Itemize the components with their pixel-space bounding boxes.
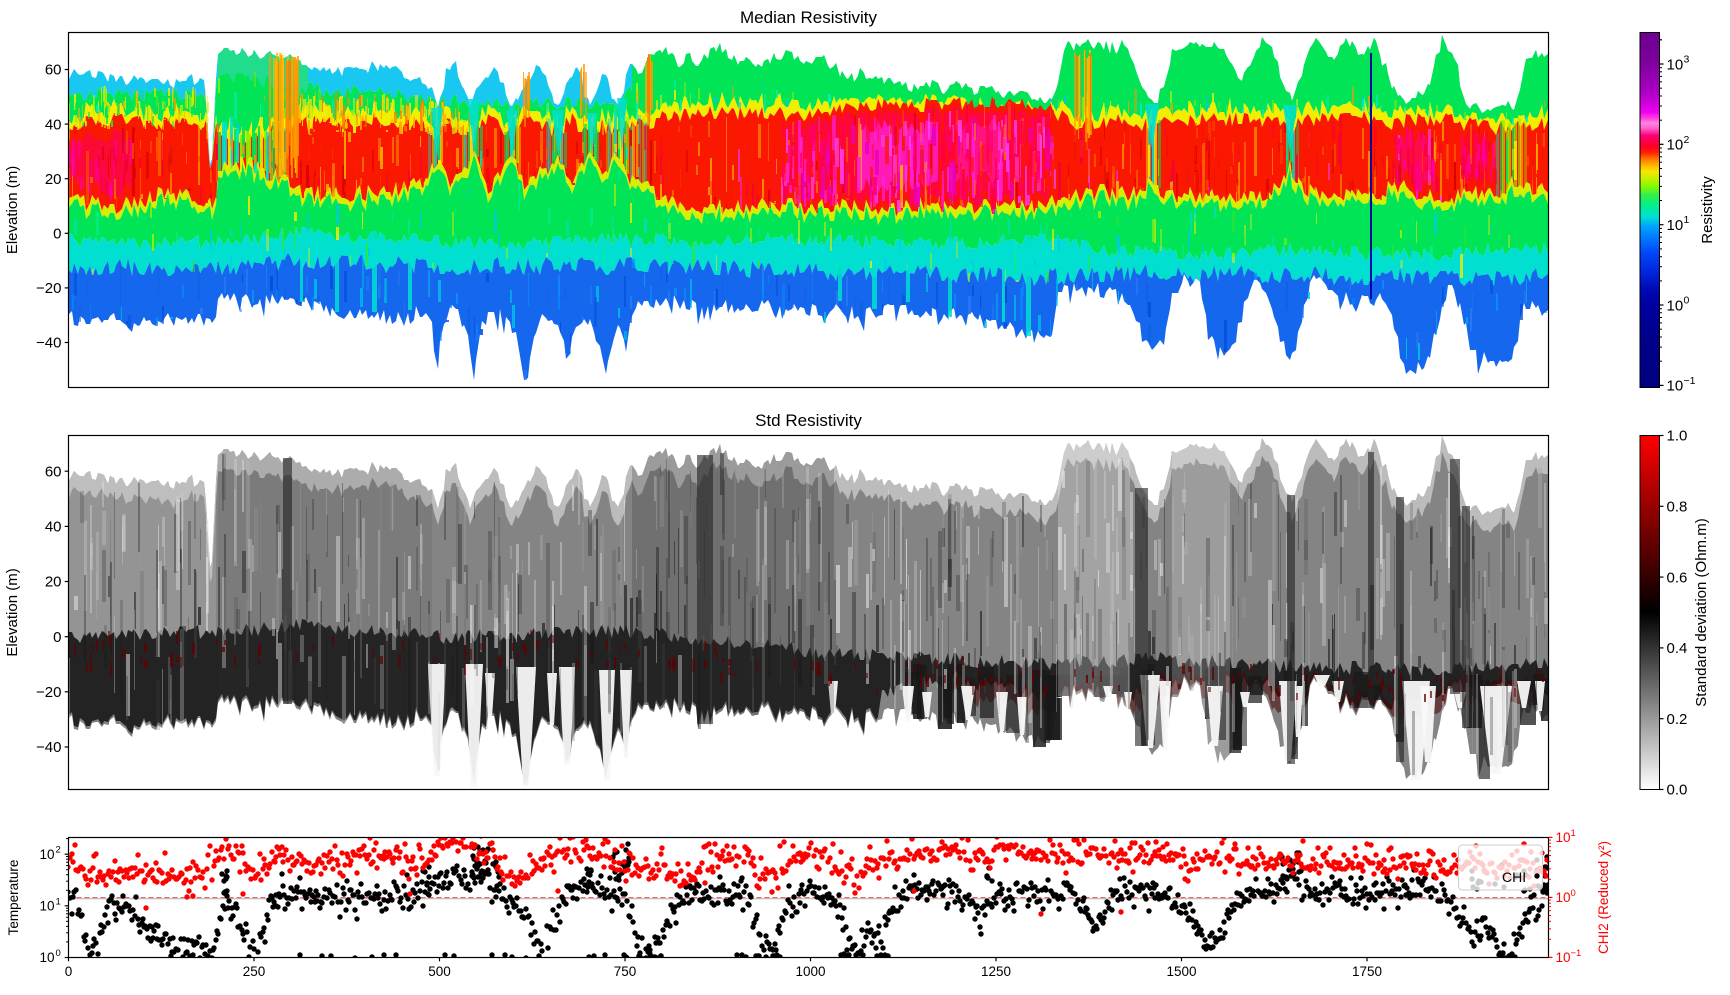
svg-text:2: 2 <box>56 845 61 856</box>
svg-text:Std Resistivity: Std Resistivity <box>755 411 862 430</box>
svg-text:CHI: CHI <box>1502 869 1526 885</box>
svg-text:1.0: 1.0 <box>1667 428 1688 445</box>
svg-text:1250: 1250 <box>981 964 1011 979</box>
svg-text:20: 20 <box>45 574 62 591</box>
svg-text:−1: −1 <box>1571 948 1582 959</box>
svg-text:10: 10 <box>40 950 55 965</box>
svg-text:40: 40 <box>45 519 62 536</box>
svg-text:10: 10 <box>1667 137 1684 154</box>
svg-text:0: 0 <box>65 964 73 979</box>
svg-text:20: 20 <box>45 171 62 188</box>
svg-text:1000: 1000 <box>795 964 825 979</box>
svg-text:Temperature: Temperature <box>6 860 21 936</box>
svg-text:60: 60 <box>45 463 62 480</box>
svg-text:1500: 1500 <box>1166 964 1196 979</box>
svg-text:0: 0 <box>1684 295 1690 307</box>
svg-text:Elevation (m): Elevation (m) <box>4 166 21 254</box>
svg-text:10: 10 <box>1556 830 1571 845</box>
svg-text:Median Resistivity: Median Resistivity <box>740 8 877 27</box>
svg-text:1: 1 <box>56 896 61 907</box>
svg-text:10: 10 <box>40 899 55 914</box>
svg-text:CHI2 (Reduced χ²): CHI2 (Reduced χ²) <box>1596 841 1611 954</box>
svg-text:0: 0 <box>53 226 61 243</box>
svg-text:−40: −40 <box>36 739 61 756</box>
svg-text:2: 2 <box>1684 134 1690 146</box>
svg-text:−40: −40 <box>36 335 61 352</box>
svg-text:10: 10 <box>1556 950 1571 965</box>
svg-text:10: 10 <box>1667 217 1684 234</box>
svg-text:1: 1 <box>1684 214 1690 226</box>
svg-text:0: 0 <box>56 948 61 959</box>
svg-text:−1: −1 <box>1684 375 1696 387</box>
svg-text:60: 60 <box>45 62 62 79</box>
svg-text:3: 3 <box>1684 54 1690 66</box>
svg-text:40: 40 <box>45 116 62 133</box>
svg-text:0.2: 0.2 <box>1667 711 1688 728</box>
svg-text:10: 10 <box>40 847 55 862</box>
svg-text:10: 10 <box>1667 56 1684 73</box>
svg-text:0.8: 0.8 <box>1667 499 1688 516</box>
svg-text:Resistivity: Resistivity <box>1699 176 1716 244</box>
svg-text:0.6: 0.6 <box>1667 569 1688 586</box>
svg-text:0.4: 0.4 <box>1667 640 1688 657</box>
svg-text:1750: 1750 <box>1352 964 1382 979</box>
svg-text:−20: −20 <box>36 280 61 297</box>
svg-text:250: 250 <box>243 964 266 979</box>
svg-text:750: 750 <box>614 964 637 979</box>
svg-text:0: 0 <box>53 629 61 646</box>
svg-text:0.0: 0.0 <box>1667 782 1688 799</box>
svg-text:10: 10 <box>1556 890 1571 905</box>
svg-text:10: 10 <box>1667 297 1684 314</box>
svg-text:Standard deviation (Ohm.m): Standard deviation (Ohm.m) <box>1693 518 1710 706</box>
svg-text:Elevation (m): Elevation (m) <box>4 568 21 656</box>
svg-text:0: 0 <box>1571 888 1576 899</box>
svg-text:1: 1 <box>1571 828 1576 839</box>
svg-text:500: 500 <box>428 964 451 979</box>
svg-text:10: 10 <box>1667 378 1684 395</box>
svg-text:−20: −20 <box>36 684 61 701</box>
